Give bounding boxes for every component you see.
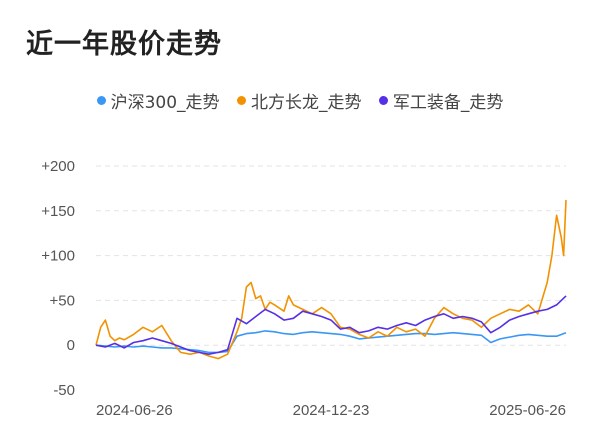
grid-lines <box>96 165 566 346</box>
legend-item-series-2[interactable]: 北方长龙_走势 <box>236 88 362 113</box>
legend-item-series-3[interactable]: 军工装备_走势 <box>378 88 504 113</box>
x-axis-ticks: 2024-06-26 2024-12-23 2025-06-26 <box>96 402 566 419</box>
legend-label-series-2: 北方长龙_走势 <box>250 93 362 113</box>
legend: 沪深300_走势 北方长龙_走势 军工装备_走势 <box>0 88 600 113</box>
y-tick-label: 0 <box>67 337 75 354</box>
series-line-1[interactable] <box>95 330 567 354</box>
y-tick-label: -50 <box>53 382 75 399</box>
y-tick-label: +150 <box>41 203 75 220</box>
legend-label-series-3: 军工装备_走势 <box>392 93 504 113</box>
y-tick-label: +50 <box>50 292 75 309</box>
legend-item-series-1[interactable]: 沪深300_走势 <box>96 88 220 113</box>
legend-marker-series-2 <box>236 96 246 105</box>
x-tick-label: 2024-06-26 <box>96 402 173 419</box>
legend-marker-series-3 <box>378 96 388 105</box>
series-lines <box>95 199 567 360</box>
y-tick-label: +100 <box>41 248 75 265</box>
y-axis-ticks: +200 +150 +100 +50 0 -50 <box>41 158 75 399</box>
series-line-2[interactable] <box>95 199 567 360</box>
x-tick-label: 2025-06-26 <box>489 402 566 419</box>
y-tick-label: +200 <box>41 158 75 175</box>
legend-label-series-1: 沪深300_走势 <box>110 93 220 113</box>
legend-marker-series-1 <box>96 96 106 105</box>
x-tick-label: 2024-12-23 <box>293 402 370 419</box>
series-line-3[interactable] <box>95 295 567 356</box>
chart-title: 近一年股价走势 <box>26 29 222 60</box>
